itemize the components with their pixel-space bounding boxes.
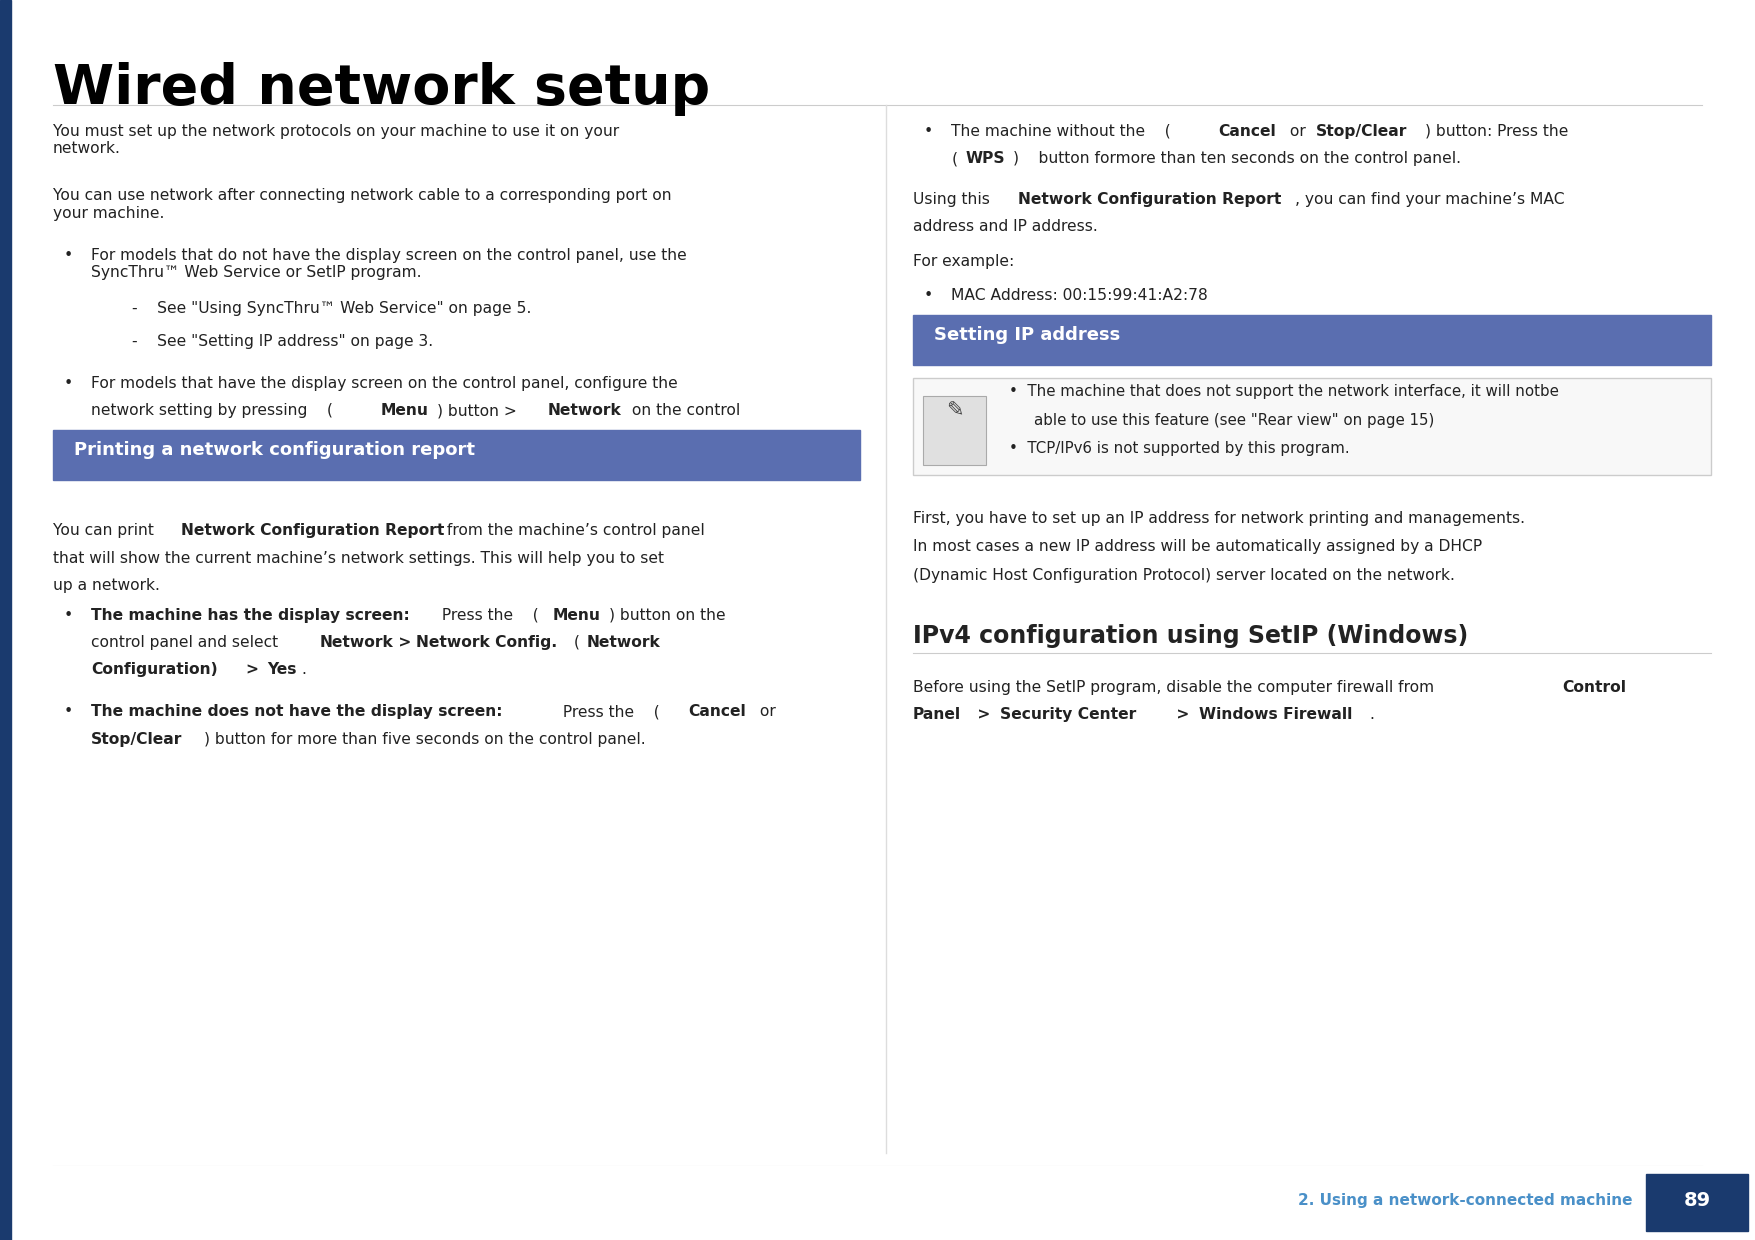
Text: Network: Network [586, 635, 660, 650]
Text: Network Configuration Report: Network Configuration Report [181, 523, 444, 538]
Text: Windows Firewall: Windows Firewall [1199, 707, 1351, 722]
Text: WPS: WPS [965, 151, 1006, 166]
Text: Panel: Panel [913, 707, 960, 722]
Text: Before using the SetIP program, disable the computer firewall from: Before using the SetIP program, disable … [913, 680, 1439, 694]
Text: IPv4 configuration using SetIP (Windows): IPv4 configuration using SetIP (Windows) [913, 624, 1467, 647]
Text: Control: Control [1562, 680, 1625, 694]
Text: 89: 89 [1683, 1190, 1711, 1210]
Text: , you can find your machine’s MAC: , you can find your machine’s MAC [1295, 192, 1565, 207]
Text: Security Center: Security Center [1000, 707, 1137, 722]
Text: on the control: on the control [627, 403, 741, 418]
Bar [1646, 1174, 1748, 1231]
Text: >: > [972, 707, 997, 722]
Text: In most cases a new IP address will be automatically assigned by a DHCP: In most cases a new IP address will be a… [913, 539, 1481, 554]
Text: from the machine’s control panel: from the machine’s control panel [442, 523, 706, 538]
Text: (: ( [951, 151, 956, 166]
Text: .: . [1369, 707, 1374, 722]
FancyBboxPatch shape [923, 396, 986, 465]
Text: ) button >: ) button > [437, 403, 521, 418]
Text: Network: Network [548, 403, 621, 418]
Bar [0, 0, 11, 1240]
Text: The machine without the    (: The machine without the ( [951, 124, 1171, 139]
Text: control panel and select: control panel and select [91, 635, 283, 650]
Text: Menu: Menu [381, 403, 428, 418]
Text: able to use this feature (see "Rear view" on page 15): able to use this feature (see "Rear view… [1034, 413, 1434, 428]
Text: Cancel: Cancel [1218, 124, 1276, 139]
Text: or: or [755, 704, 776, 719]
Bar [53, 430, 860, 480]
Text: ✎: ✎ [946, 401, 963, 420]
Text: You can use network after connecting network cable to a corresponding port on
yo: You can use network after connecting net… [53, 188, 670, 221]
Text: IP Address: 165.254.192.192: IP Address: 165.254.192.192 [951, 316, 1174, 331]
Text: up a network.: up a network. [53, 578, 160, 593]
Text: For models that do not have the display screen on the control panel, use the
Syn: For models that do not have the display … [91, 248, 686, 280]
Text: For example:: For example: [913, 254, 1014, 269]
Bar [913, 315, 1711, 365]
Text: >: > [246, 662, 263, 677]
Text: First, you have to set up an IP address for network printing and managements.: First, you have to set up an IP address … [913, 511, 1525, 526]
Text: You can print: You can print [53, 523, 158, 538]
Text: The machine does not have the display screen:: The machine does not have the display sc… [91, 704, 502, 719]
Text: Configuration): Configuration) [91, 662, 218, 677]
Text: Printing a network configuration report: Printing a network configuration report [74, 441, 474, 460]
Text: Network: Network [319, 635, 393, 650]
Text: (: ( [569, 635, 579, 650]
FancyBboxPatch shape [913, 378, 1711, 475]
Text: that will show the current machine’s network settings. This will help you to set: that will show the current machine’s net… [53, 551, 663, 565]
Text: .: . [302, 662, 307, 677]
Text: Press the    (: Press the ( [558, 704, 660, 719]
Text: •: • [63, 248, 72, 263]
Text: Using this: Using this [913, 192, 995, 207]
Text: >: > [1171, 707, 1195, 722]
Bar [0, 1166, 1755, 1240]
Text: Network Configuration Report: Network Configuration Report [1018, 192, 1281, 207]
Text: Menu: Menu [553, 608, 600, 622]
Text: address and IP address.: address and IP address. [913, 219, 1097, 234]
Text: Press the    (: Press the ( [437, 608, 539, 622]
Text: ) button on the: ) button on the [609, 608, 725, 622]
Text: •: • [63, 704, 72, 719]
Text: Network Config.: Network Config. [416, 635, 556, 650]
Text: Stop/Clear: Stop/Clear [1316, 124, 1408, 139]
Text: •  The machine that does not support the network interface, it will notbe: • The machine that does not support the … [1009, 384, 1558, 399]
Text: •: • [923, 288, 932, 303]
Text: •: • [923, 316, 932, 331]
Text: Yes: Yes [267, 662, 297, 677]
Text: •: • [923, 124, 932, 139]
Text: panel.: panel. [91, 430, 139, 445]
Text: MAC Address: 00:15:99:41:A2:78: MAC Address: 00:15:99:41:A2:78 [951, 288, 1207, 303]
Text: For models that have the display screen on the control panel, configure the: For models that have the display screen … [91, 376, 677, 391]
Text: The machine has the display screen:: The machine has the display screen: [91, 608, 411, 622]
Text: )    button formore than ten seconds on the control panel.: ) button formore than ten seconds on the… [1013, 151, 1460, 166]
Text: •: • [63, 608, 72, 622]
Text: Wired network setup: Wired network setup [53, 62, 711, 117]
Text: •: • [63, 376, 72, 391]
Text: (Dynamic Host Configuration Protocol) server located on the network.: (Dynamic Host Configuration Protocol) se… [913, 568, 1455, 583]
Text: ) button: Press the: ) button: Press the [1425, 124, 1569, 139]
Text: •  TCP/IPv6 is not supported by this program.: • TCP/IPv6 is not supported by this prog… [1009, 441, 1350, 456]
Text: -    See "Setting IP address" on page 3.: - See "Setting IP address" on page 3. [132, 334, 433, 348]
Text: Setting IP address: Setting IP address [934, 326, 1120, 345]
Text: ) button for more than five seconds on the control panel.: ) button for more than five seconds on t… [204, 732, 646, 746]
Text: -    See "Using SyncThru™ Web Service" on page 5.: - See "Using SyncThru™ Web Service" on p… [132, 301, 532, 316]
Text: 2. Using a network-connected machine: 2. Using a network-connected machine [1297, 1193, 1632, 1208]
Text: or: or [1285, 124, 1311, 139]
Text: You must set up the network protocols on your machine to use it on your
network.: You must set up the network protocols on… [53, 124, 620, 156]
Text: Stop/Clear: Stop/Clear [91, 732, 183, 746]
Text: network setting by pressing    (: network setting by pressing ( [91, 403, 333, 418]
Text: >: > [393, 635, 418, 650]
Text: Cancel: Cancel [688, 704, 746, 719]
